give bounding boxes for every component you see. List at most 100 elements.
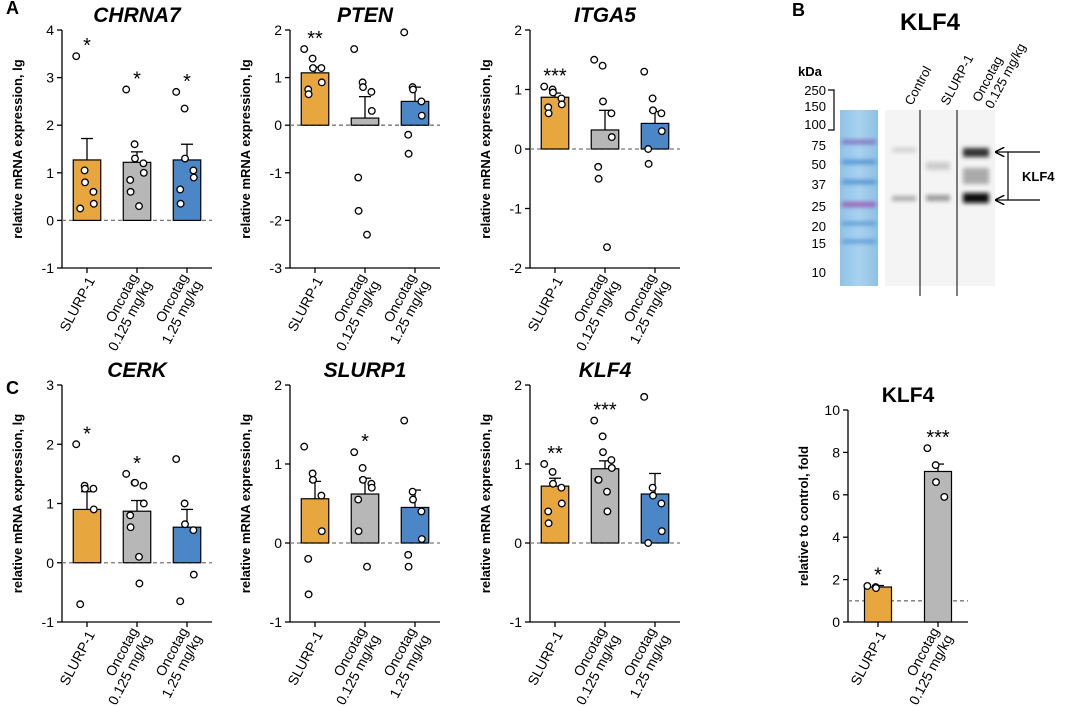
data-point bbox=[350, 448, 359, 457]
x-tick-label: SLURP-1 bbox=[524, 274, 566, 334]
data-point bbox=[590, 55, 599, 64]
data-point bbox=[594, 162, 603, 171]
y-tick-label: 1 bbox=[514, 82, 522, 98]
data-point bbox=[603, 507, 612, 516]
x-tick-label: Oncotag0.125 mg/kg bbox=[559, 625, 623, 707]
data-point bbox=[931, 461, 940, 470]
significance: *** bbox=[543, 66, 567, 88]
data-point bbox=[139, 168, 148, 177]
data-point bbox=[649, 106, 657, 115]
chart-title: CHRNA7 bbox=[93, 4, 182, 27]
bar bbox=[923, 470, 953, 623]
data-point bbox=[363, 562, 371, 571]
y-tick-label: 2 bbox=[274, 377, 282, 393]
data-point bbox=[172, 87, 181, 96]
data-point bbox=[417, 111, 426, 120]
x-tick-label-line: SLURP-1 bbox=[56, 628, 98, 688]
data-point bbox=[359, 83, 367, 92]
data-point bbox=[872, 584, 880, 593]
y-tick-label: 1 bbox=[274, 456, 282, 472]
data-point bbox=[189, 166, 198, 175]
data-point bbox=[607, 133, 616, 142]
data-point bbox=[180, 499, 189, 508]
bar bbox=[540, 485, 570, 544]
gel-bands bbox=[892, 148, 989, 203]
data-point bbox=[409, 495, 417, 504]
y-tick-label: -1 bbox=[270, 614, 283, 630]
x-tick-label: Oncotag0.125 mg/kg bbox=[319, 625, 383, 707]
data-point bbox=[417, 507, 426, 516]
data-point bbox=[309, 475, 317, 484]
data-point bbox=[548, 467, 557, 476]
data-point bbox=[863, 582, 872, 590]
data-point bbox=[363, 230, 371, 239]
bar bbox=[863, 586, 893, 623]
y-tick-label: 1 bbox=[274, 70, 282, 86]
data-point bbox=[89, 187, 98, 196]
y-tick-label: -2 bbox=[510, 260, 523, 276]
data-point bbox=[135, 202, 143, 211]
y-axis-label: relative to control, fold bbox=[796, 446, 811, 586]
x-tick-label: Oncotag1.25 mg/kg bbox=[373, 271, 433, 347]
ladder-label: 37 bbox=[812, 177, 826, 192]
ladder-label: 25 bbox=[812, 199, 826, 214]
data-point bbox=[126, 187, 135, 196]
y-tick-label: 1 bbox=[46, 496, 54, 512]
lane-label: Oncotag0.125 mg/kg bbox=[969, 34, 1028, 111]
data-point bbox=[354, 527, 363, 536]
y-tick-label: 2 bbox=[274, 22, 282, 38]
y-tick-label: -2 bbox=[270, 212, 283, 228]
data-point bbox=[176, 185, 185, 194]
data-point bbox=[89, 484, 98, 493]
y-tick-label: 2 bbox=[832, 572, 840, 588]
data-point bbox=[367, 106, 376, 115]
data-point bbox=[932, 478, 940, 487]
data-point bbox=[317, 491, 326, 500]
data-point bbox=[598, 432, 607, 441]
y-tick-label: -1 bbox=[42, 260, 55, 276]
x-tick-label: Oncotag0.125 mg/kg bbox=[91, 625, 155, 707]
y-tick-label: 3 bbox=[46, 70, 54, 86]
data-point bbox=[557, 100, 566, 109]
data-point bbox=[603, 243, 611, 252]
y-axis-label: relative mRNA expression, lg bbox=[478, 414, 493, 593]
data-point bbox=[354, 173, 363, 182]
significance: ** bbox=[547, 443, 563, 465]
data-point bbox=[76, 600, 85, 609]
data-point bbox=[317, 64, 326, 73]
y-tick-label: 0 bbox=[274, 117, 282, 133]
data-point bbox=[404, 550, 413, 559]
data-point bbox=[300, 442, 309, 451]
ladder-label: 10 bbox=[812, 265, 826, 280]
lane-label-line: Control bbox=[901, 63, 934, 107]
data-point bbox=[304, 554, 313, 563]
data-point bbox=[354, 206, 363, 215]
data-point bbox=[557, 499, 566, 508]
data-point bbox=[400, 28, 409, 37]
y-tick-label: 1 bbox=[46, 165, 54, 181]
data-point bbox=[409, 85, 417, 94]
data-point bbox=[76, 204, 85, 213]
data-point bbox=[139, 499, 148, 508]
chart-title: CERK bbox=[107, 359, 168, 382]
significance: * bbox=[133, 69, 141, 91]
bracket bbox=[828, 89, 835, 131]
lane-label-line: SLURP-1 bbox=[937, 52, 976, 108]
data-point bbox=[598, 61, 607, 70]
y-axis-label: relative mRNA expression, lg bbox=[238, 59, 253, 238]
data-point bbox=[139, 159, 148, 168]
y-tick-label: -1 bbox=[270, 165, 283, 181]
data-point bbox=[367, 483, 376, 492]
y-tick-label: -1 bbox=[42, 614, 55, 630]
significance: * bbox=[183, 71, 191, 93]
ladder-label: 15 bbox=[812, 236, 826, 251]
data-point bbox=[135, 552, 143, 561]
data-point bbox=[72, 52, 81, 61]
bar bbox=[172, 526, 202, 564]
y-tick-label: 0 bbox=[832, 614, 840, 630]
data-point bbox=[309, 64, 317, 73]
significance: ** bbox=[307, 28, 323, 50]
x-tick-label: Oncotag1.25 mg/kg bbox=[613, 271, 673, 347]
data-point bbox=[607, 456, 616, 464]
